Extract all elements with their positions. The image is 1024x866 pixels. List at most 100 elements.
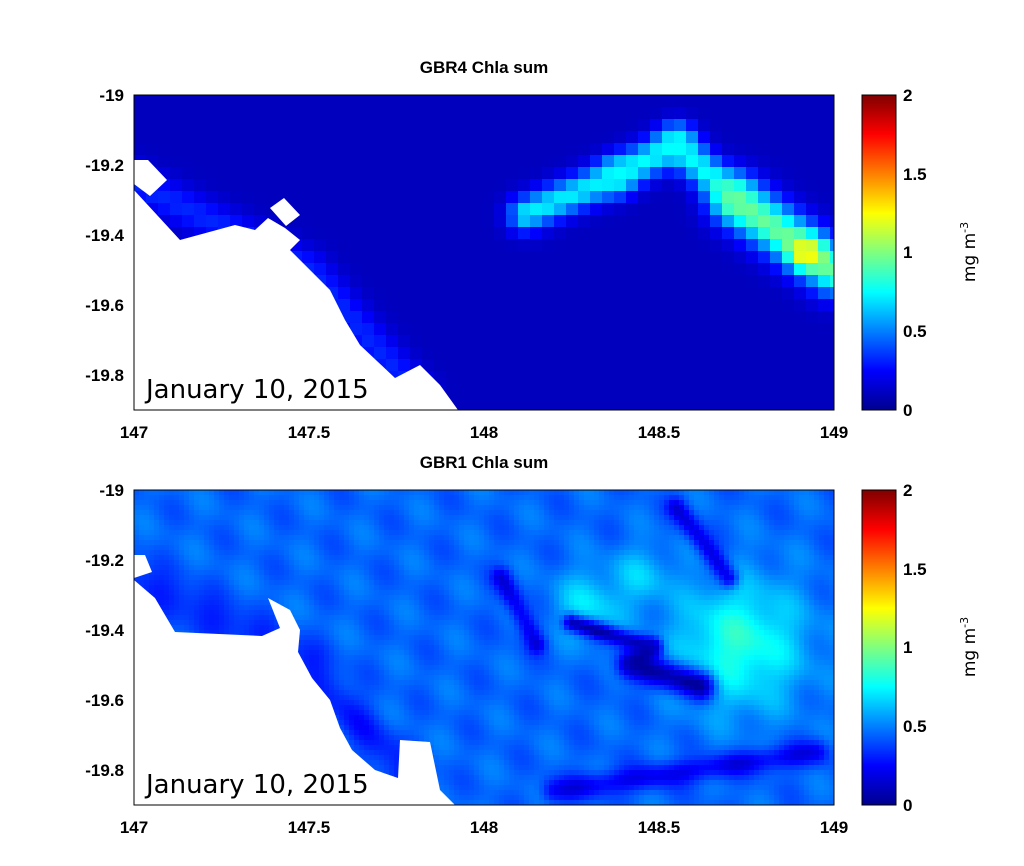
heatmap-cell: [146, 95, 159, 108]
heatmap-cell: [506, 335, 519, 348]
heatmap-cell: [326, 227, 339, 240]
heatmap-cell: [644, 500, 650, 506]
heatmap-cell: [566, 359, 579, 372]
heatmap-cell: [659, 495, 665, 501]
heatmap-cell: [650, 311, 663, 324]
heatmap-cell: [799, 495, 805, 501]
heatmap-cell: [279, 500, 285, 506]
heatmap-cell: [374, 520, 380, 526]
heatmap-cell: [314, 575, 320, 581]
heatmap-cell: [530, 347, 543, 360]
heatmap-cell: [799, 590, 805, 596]
heatmap-cell: [674, 565, 680, 571]
heatmap-cell: [559, 565, 565, 571]
heatmap-cell: [779, 515, 785, 521]
heatmap-cell: [674, 515, 680, 521]
heatmap-cell: [529, 500, 535, 506]
heatmap-cell: [494, 585, 500, 591]
heatmap-cell: [639, 585, 645, 591]
heatmap-cell: [249, 585, 255, 591]
heatmap-cell: [514, 545, 520, 551]
heatmap-cell: [638, 131, 651, 144]
heatmap-cell: [374, 191, 387, 204]
heatmap-cell: [484, 490, 490, 496]
heatmap-cell: [584, 600, 590, 606]
heatmap-cell: [689, 525, 695, 531]
heatmap-cell: [698, 119, 711, 132]
heatmap-cell: [409, 490, 415, 496]
heatmap-cell: [204, 505, 210, 511]
heatmap-cell: [384, 540, 390, 546]
heatmap-cell: [254, 605, 260, 611]
heatmap-cell: [169, 490, 175, 496]
heatmap-cell: [514, 520, 520, 526]
heatmap-cell: [434, 323, 447, 336]
heatmap-cell: [259, 515, 265, 521]
heatmap-cell: [404, 490, 410, 496]
heatmap-cell: [744, 530, 750, 536]
heatmap-cell: [199, 525, 205, 531]
heatmap-cell: [689, 515, 695, 521]
heatmap-cell: [229, 590, 235, 596]
heatmap-cell: [374, 311, 387, 324]
heatmap-cell: [484, 590, 490, 596]
heatmap-cell: [344, 570, 350, 576]
heatmap-cell: [144, 555, 150, 561]
heatmap-cell: [530, 395, 543, 408]
heatmap-cell: [722, 95, 735, 108]
heatmap-cell: [614, 510, 620, 516]
heatmap-cell: [444, 570, 450, 576]
heatmap-cell: [302, 239, 315, 252]
heatmap-cell: [604, 555, 610, 561]
heatmap-cell: [164, 495, 170, 501]
heatmap-cell: [544, 605, 550, 611]
heatmap-cell: [389, 540, 395, 546]
heatmap-cell: [669, 570, 675, 576]
heatmap-cell: [359, 585, 365, 591]
heatmap-cell: [749, 545, 755, 551]
heatmap-cell: [209, 605, 215, 611]
heatmap-cell: [199, 585, 205, 591]
heatmap-cell: [434, 155, 447, 168]
heatmap-cell: [458, 311, 471, 324]
heatmap-cell: [604, 530, 610, 536]
heatmap-cell: [499, 525, 505, 531]
heatmap-cell: [524, 565, 530, 571]
heatmap-cell: [484, 530, 490, 536]
heatmap-cell: [809, 600, 815, 606]
heatmap-cell: [164, 605, 170, 611]
heatmap-cell: [324, 585, 330, 591]
heatmap-cell: [159, 515, 165, 521]
heatmap-cell: [334, 520, 340, 526]
heatmap-cell: [218, 143, 231, 156]
heatmap-cell: [344, 520, 350, 526]
heatmap-cell: [434, 525, 440, 531]
heatmap-cell: [242, 131, 255, 144]
heatmap-cell: [684, 535, 690, 541]
heatmap-cell: [489, 510, 495, 516]
heatmap-cell: [374, 323, 387, 336]
heatmap-cell: [314, 227, 327, 240]
heatmap-cell: [734, 347, 747, 360]
heatmap-cell: [519, 580, 525, 586]
heatmap-cell: [374, 540, 380, 546]
heatmap-cell: [149, 490, 155, 496]
heatmap-cell: [689, 500, 695, 506]
heatmap-cell: [274, 525, 280, 531]
heatmap-cell: [242, 179, 255, 192]
heatmap-cell: [299, 565, 305, 571]
heatmap-cell: [179, 490, 185, 496]
heatmap-cell: [650, 167, 663, 180]
heatmap-cell: [139, 535, 145, 541]
heatmap-cell: [782, 143, 795, 156]
heatmap-cell: [809, 520, 815, 526]
heatmap-cell: [806, 347, 819, 360]
heatmap-cell: [404, 540, 410, 546]
heatmap-cell: [319, 600, 325, 606]
heatmap-cell: [722, 299, 735, 312]
heatmap-cell: [554, 540, 560, 546]
heatmap-cell: [624, 550, 630, 556]
heatmap-cell: [686, 119, 699, 132]
heatmap-cell: [279, 570, 285, 576]
heatmap-cell: [574, 590, 580, 596]
